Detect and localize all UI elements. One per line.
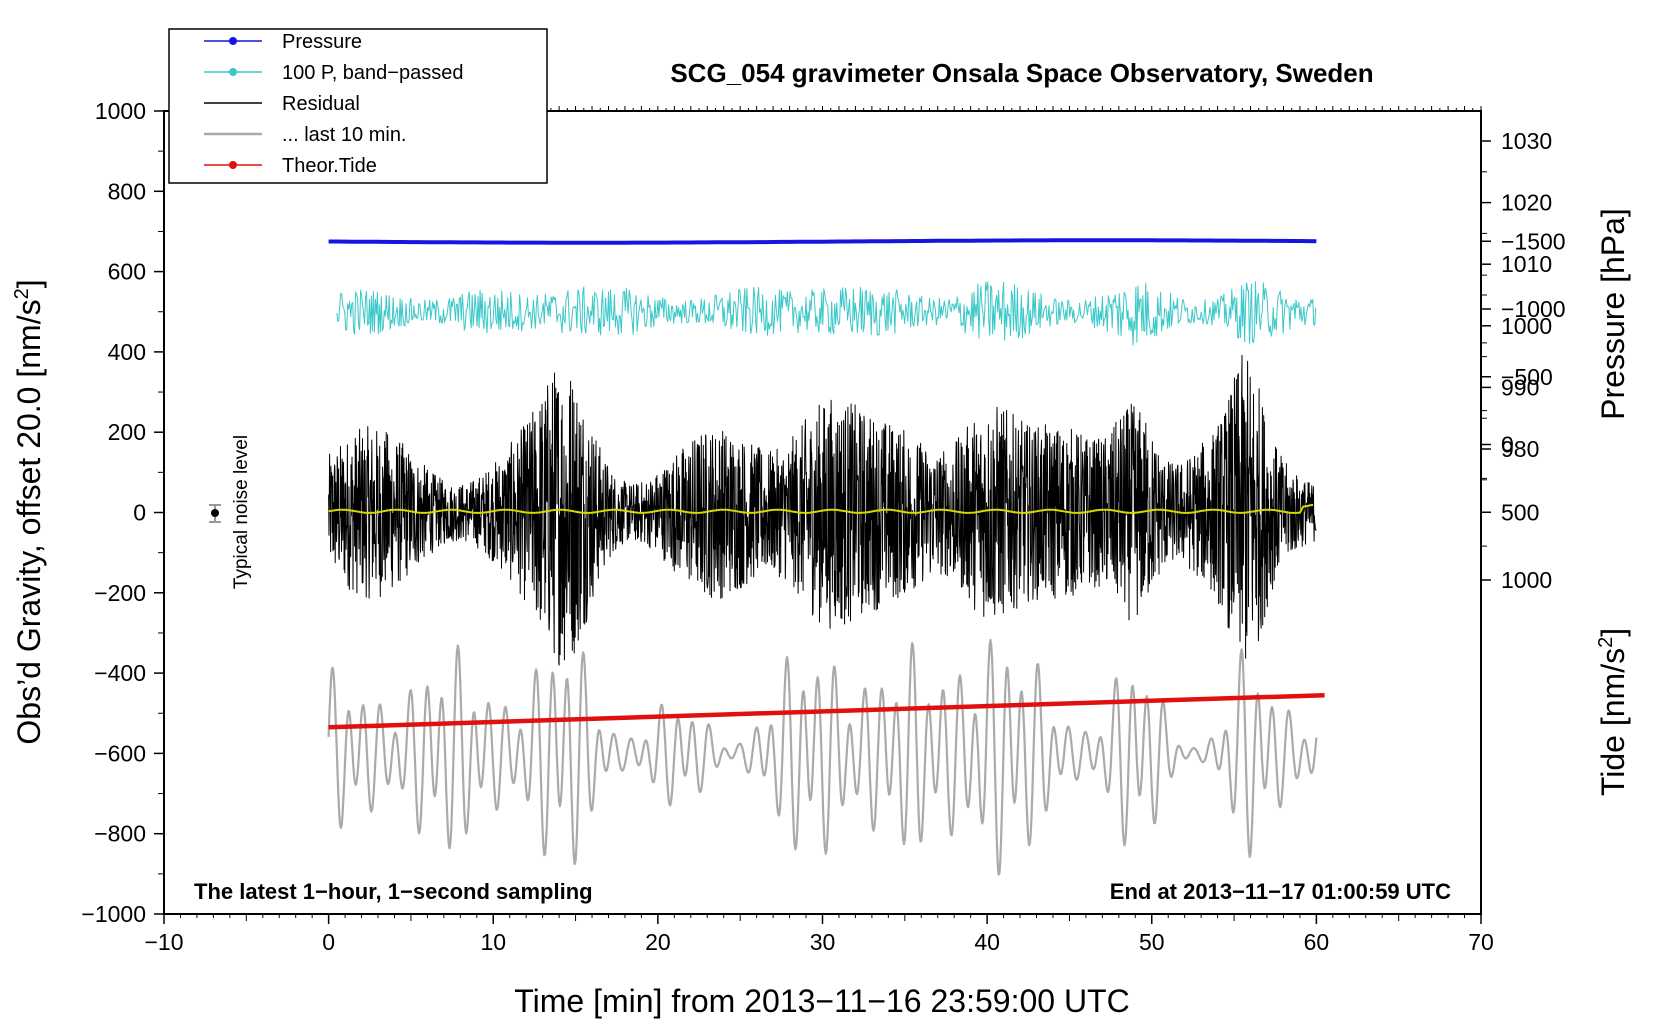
legend-box: [168, 28, 548, 184]
legend-marker: [229, 161, 237, 169]
x-tick-label: 50: [1139, 929, 1165, 955]
y-tick-label: 0: [133, 500, 146, 526]
x-tick-label: 30: [810, 929, 836, 955]
series-band-passed: [336, 281, 1317, 346]
noise-marker: [209, 504, 221, 523]
pressure-tick-label: 1030: [1501, 128, 1552, 154]
x-tick-label: 60: [1304, 929, 1330, 955]
y-tick-label: −200: [94, 580, 146, 606]
y-tick-label: −400: [94, 660, 146, 686]
tide-tick-label: 0: [1501, 432, 1514, 458]
y-tick-label: 600: [108, 259, 146, 285]
y-tick-label: 400: [108, 339, 146, 365]
series-pressure: [328, 238, 1317, 245]
annotation-left: The latest 1−hour, 1−second sampling: [194, 879, 593, 904]
x-tick-label: 0: [322, 929, 335, 955]
x-tick-label: −10: [144, 929, 183, 955]
chart-title: SCG_054 gravimeter Onsala Space Observat…: [670, 58, 1373, 88]
series-residual-smoothed: [328, 503, 1314, 514]
tide-tick-label: 500: [1501, 499, 1539, 525]
legend: Pressure 100 P, band−passed Residual ... la…: [168, 28, 548, 184]
y-tick-label: −800: [94, 821, 146, 847]
y-tick-label: 200: [108, 419, 146, 445]
legend-label: ... last 10 min.: [282, 124, 407, 146]
y-tick-label: 1000: [95, 98, 146, 124]
y-axis-title-left: Obs’d Gravity, offset 20.0 [nm/s2]: [11, 279, 47, 744]
y-tick-label: −600: [94, 740, 146, 766]
noise-point: [211, 509, 219, 517]
x-tick-label: 70: [1468, 929, 1494, 955]
series-layer: [327, 238, 1325, 876]
legend-items: Pressure 100 P, band−passed Residual ... la…: [204, 31, 463, 177]
pressure-tick-label: 1000: [1501, 313, 1552, 339]
y-tick-label: −1000: [81, 901, 146, 927]
legend-label: Residual: [282, 93, 360, 115]
annotation-right: End at 2013−11−17 01:00:59 UTC: [1110, 879, 1451, 904]
legend-label: Pressure: [282, 31, 362, 53]
noise-label: Typical noise level: [231, 435, 252, 589]
pressure-tick-label: 980: [1501, 436, 1539, 462]
series-theor-tide: [328, 692, 1325, 730]
y-axis-title-tide: Tide [nm/s2]: [1595, 628, 1631, 796]
series-residual: [328, 354, 1317, 666]
tide-tick-label: −1500: [1501, 228, 1566, 254]
ticks-layer: −10 0 10 20 30 40 50 60 7010008006004002000−200−…: [81, 98, 1565, 955]
pressure-tick-label: 990: [1501, 374, 1539, 400]
legend-marker: [229, 37, 237, 45]
legend-marker: [229, 68, 237, 76]
series-last-10-min: [327, 638, 1318, 876]
pressure-tick-label: 1010: [1501, 251, 1552, 277]
y-tick-label: 800: [108, 178, 146, 204]
tide-tick-label: 1000: [1501, 567, 1552, 593]
legend-label: 100 P, band−passed: [282, 62, 463, 84]
y-axis-title-pressure: Pressure [hPa]: [1595, 208, 1631, 420]
x-tick-label: 20: [645, 929, 671, 955]
x-tick-label: 40: [974, 929, 1000, 955]
pressure-tick-label: 1020: [1501, 190, 1552, 216]
legend-label: Theor.Tide: [282, 155, 377, 177]
x-axis-title: Time [min] from 2013−11−16 23:59:00 UTC: [514, 983, 1129, 1019]
tide-tick-label: −500: [1501, 364, 1553, 390]
x-tick-label: 10: [480, 929, 506, 955]
tide-tick-label: −1000: [1501, 296, 1566, 322]
